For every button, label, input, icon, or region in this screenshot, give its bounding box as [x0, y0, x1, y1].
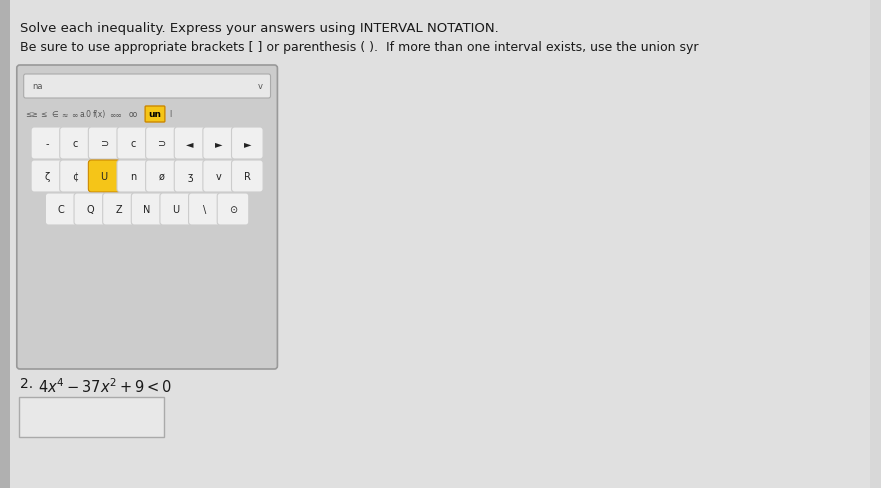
FancyBboxPatch shape: [19, 397, 164, 437]
Text: c: c: [130, 139, 136, 149]
Text: un: un: [149, 110, 161, 119]
Text: ʒ: ʒ: [188, 172, 193, 182]
FancyBboxPatch shape: [218, 194, 248, 225]
FancyBboxPatch shape: [17, 66, 278, 369]
Text: ζ: ζ: [44, 172, 49, 182]
Text: ≤: ≤: [41, 110, 47, 119]
Text: v: v: [216, 172, 221, 182]
Text: -: -: [45, 139, 48, 149]
Text: ⊙: ⊙: [229, 204, 237, 215]
FancyBboxPatch shape: [88, 161, 120, 193]
Text: a.0: a.0: [80, 110, 92, 119]
FancyBboxPatch shape: [103, 194, 134, 225]
FancyBboxPatch shape: [232, 161, 263, 193]
Text: $4x^4 - 37x^2 + 9 < 0$: $4x^4 - 37x^2 + 9 < 0$: [38, 376, 172, 395]
Text: ¢: ¢: [72, 172, 78, 182]
Text: ⊃: ⊃: [158, 139, 166, 149]
Text: na: na: [33, 82, 43, 91]
Text: ◄: ◄: [186, 139, 194, 149]
FancyBboxPatch shape: [145, 161, 177, 193]
Text: ⊃: ⊃: [100, 139, 108, 149]
FancyBboxPatch shape: [131, 194, 163, 225]
Bar: [0, 0, 10, 488]
Text: oo: oo: [129, 110, 138, 119]
Text: Solve each inequality. Express your answers using INTERVAL NOTATION.: Solve each inequality. Express your answ…: [19, 22, 499, 35]
Text: U: U: [172, 204, 180, 215]
Text: \: \: [203, 204, 206, 215]
FancyBboxPatch shape: [88, 128, 120, 160]
Text: Q: Q: [86, 204, 93, 215]
Text: C: C: [58, 204, 64, 215]
Text: ø: ø: [159, 172, 165, 182]
Text: U: U: [100, 172, 107, 182]
Text: c: c: [73, 139, 78, 149]
FancyBboxPatch shape: [203, 128, 234, 160]
FancyBboxPatch shape: [145, 107, 165, 123]
FancyBboxPatch shape: [174, 128, 206, 160]
Bar: [24, 107, 270, 123]
FancyBboxPatch shape: [74, 194, 106, 225]
Text: ►: ►: [243, 139, 251, 149]
Text: Be sure to use appropriate brackets [ ] or parenthesis ( ).  If more than one in: Be sure to use appropriate brackets [ ] …: [19, 41, 699, 54]
Text: 2.: 2.: [19, 376, 33, 390]
FancyBboxPatch shape: [117, 128, 149, 160]
Text: n: n: [130, 172, 136, 182]
FancyBboxPatch shape: [145, 128, 177, 160]
FancyBboxPatch shape: [46, 194, 77, 225]
Text: Z: Z: [115, 204, 122, 215]
FancyBboxPatch shape: [203, 161, 234, 193]
FancyBboxPatch shape: [232, 128, 263, 160]
Text: ≈: ≈: [61, 110, 67, 119]
Text: ►: ►: [215, 139, 222, 149]
Text: N: N: [144, 204, 151, 215]
Text: ∞∞: ∞∞: [109, 110, 122, 119]
FancyBboxPatch shape: [31, 128, 63, 160]
FancyBboxPatch shape: [60, 128, 92, 160]
FancyBboxPatch shape: [160, 194, 191, 225]
FancyBboxPatch shape: [60, 161, 92, 193]
Text: f(x): f(x): [93, 110, 107, 119]
Text: ∈: ∈: [51, 110, 57, 119]
Text: v: v: [258, 82, 263, 91]
FancyBboxPatch shape: [24, 75, 270, 99]
Text: ∞: ∞: [70, 110, 78, 119]
Text: ≤≥: ≤≥: [26, 110, 38, 119]
FancyBboxPatch shape: [189, 194, 220, 225]
Text: I: I: [170, 110, 172, 119]
FancyBboxPatch shape: [174, 161, 206, 193]
FancyBboxPatch shape: [117, 161, 149, 193]
FancyBboxPatch shape: [31, 161, 63, 193]
Text: R: R: [244, 172, 251, 182]
